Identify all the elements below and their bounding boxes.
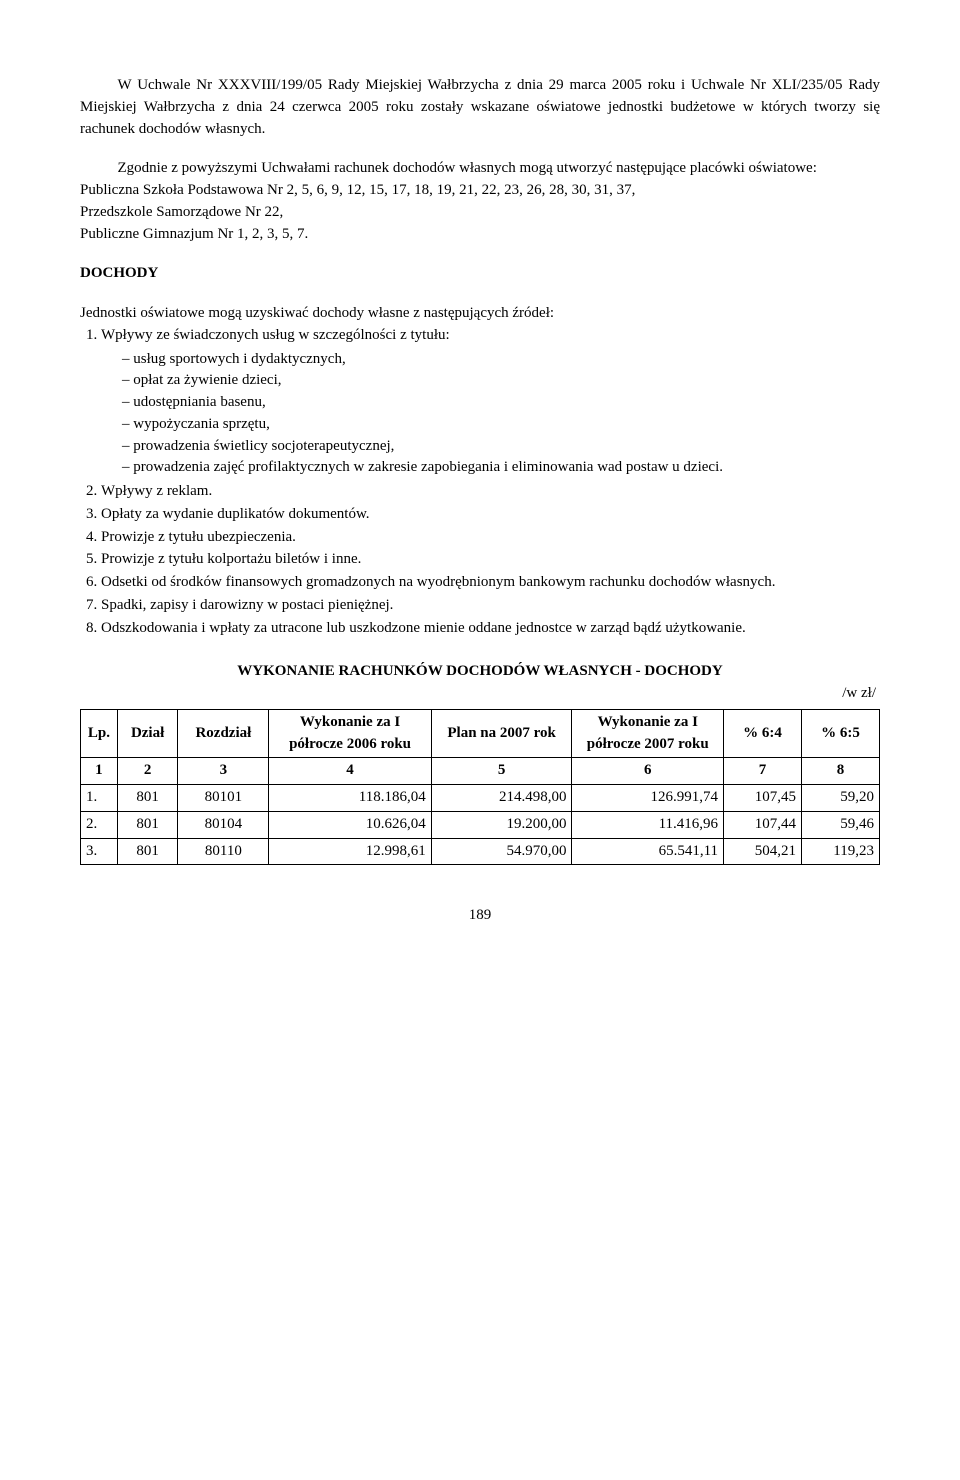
table-cell: 504,21 bbox=[724, 838, 802, 865]
list-item: udostępniania basenu, bbox=[122, 392, 880, 414]
page-number: 189 bbox=[80, 905, 880, 927]
dochody-heading: DOCHODY bbox=[80, 263, 880, 285]
list-item: Prowizje z tytułu kolportażu biletów i i… bbox=[101, 549, 880, 571]
col-num: 4 bbox=[269, 758, 431, 785]
col-dzial: Dział bbox=[117, 709, 178, 758]
list-item: Odszkodowania i wpłaty za utracone lub u… bbox=[101, 618, 880, 640]
col-num: 6 bbox=[572, 758, 724, 785]
table-cell: 118.186,04 bbox=[269, 785, 431, 812]
list-item: prowadzenia zajęć profilaktycznych w zak… bbox=[122, 457, 880, 479]
school-line-2: Przedszkole Samorządowe Nr 22, bbox=[80, 202, 880, 224]
list-item-label: Wpływy ze świadczonych usług w szczególn… bbox=[101, 327, 450, 343]
dochody-intro: Jednostki oświatowe mogą uzyskiwać docho… bbox=[80, 303, 880, 325]
list-item: Spadki, zapisy i darowizny w postaci pie… bbox=[101, 595, 880, 617]
list-item: Wpływy z reklam. bbox=[101, 481, 880, 503]
col-num: 1 bbox=[81, 758, 118, 785]
table-cell: 214.498,00 bbox=[431, 785, 572, 812]
col-num: 8 bbox=[801, 758, 879, 785]
list-item: usług sportowych i dydaktycznych, bbox=[122, 349, 880, 371]
col-num: 5 bbox=[431, 758, 572, 785]
list-item: wypożyczania sprzętu, bbox=[122, 414, 880, 436]
col-pct-65: % 6:5 bbox=[801, 709, 879, 758]
col-num: 7 bbox=[724, 758, 802, 785]
col-num: 2 bbox=[117, 758, 178, 785]
col-wyk-2006: Wykonanie za I półrocze 2006 roku bbox=[269, 709, 431, 758]
table-header-row: Lp. Dział Rozdział Wykonanie za I półroc… bbox=[81, 709, 880, 758]
currency-note: /w zł/ bbox=[80, 683, 880, 705]
table-cell: 11.416,96 bbox=[572, 811, 724, 838]
table-cell: 801 bbox=[117, 785, 178, 812]
table-cell: 19.200,00 bbox=[431, 811, 572, 838]
school-line-1: Publiczna Szkoła Podstawowa Nr 2, 5, 6, … bbox=[80, 180, 880, 202]
table-cell: 801 bbox=[117, 838, 178, 865]
income-table: Lp. Dział Rozdział Wykonanie za I półroc… bbox=[80, 709, 880, 866]
col-num: 3 bbox=[178, 758, 269, 785]
intro-paragraph-2-lead: Zgodnie z powyższymi Uchwałami rachunek … bbox=[80, 158, 880, 180]
col-lp: Lp. bbox=[81, 709, 118, 758]
table-index-row: 1 2 3 4 5 6 7 8 bbox=[81, 758, 880, 785]
table-cell: 107,45 bbox=[724, 785, 802, 812]
list-item: prowadzenia świetlicy socjoterapeutyczne… bbox=[122, 436, 880, 458]
school-line-3: Publiczne Gimnazjum Nr 1, 2, 3, 5, 7. bbox=[80, 224, 880, 246]
income-list: Wpływy ze świadczonych usług w szczególn… bbox=[80, 325, 880, 640]
col-pct-64: % 6:4 bbox=[724, 709, 802, 758]
table-row: 1.80180101118.186,04214.498,00126.991,74… bbox=[81, 785, 880, 812]
table-cell: 80101 bbox=[178, 785, 269, 812]
table-row: 3.8018011012.998,6154.970,0065.541,11504… bbox=[81, 838, 880, 865]
table-cell: 119,23 bbox=[801, 838, 879, 865]
table-cell: 65.541,11 bbox=[572, 838, 724, 865]
list-item: Wpływy ze świadczonych usług w szczególn… bbox=[101, 325, 880, 479]
table-cell: 1. bbox=[81, 785, 118, 812]
table-cell: 801 bbox=[117, 811, 178, 838]
table-cell: 2. bbox=[81, 811, 118, 838]
table-cell: 80104 bbox=[178, 811, 269, 838]
list-item: Opłaty za wydanie duplikatów dokumentów. bbox=[101, 504, 880, 526]
table-cell: 59,46 bbox=[801, 811, 879, 838]
col-rozdzial: Rozdział bbox=[178, 709, 269, 758]
table-row: 2.8018010410.626,0419.200,0011.416,96107… bbox=[81, 811, 880, 838]
col-wyk-2007: Wykonanie za I półrocze 2007 roku bbox=[572, 709, 724, 758]
table-cell: 54.970,00 bbox=[431, 838, 572, 865]
sub-list: usług sportowych i dydaktycznych, opłat … bbox=[101, 349, 880, 480]
table-title: WYKONANIE RACHUNKÓW DOCHODÓW WŁASNYCH - … bbox=[80, 661, 880, 683]
table-cell: 80110 bbox=[178, 838, 269, 865]
intro-paragraph-1: W Uchwale Nr XXXVIII/199/05 Rady Miejski… bbox=[80, 75, 880, 140]
table-cell: 126.991,74 bbox=[572, 785, 724, 812]
list-item: opłat za żywienie dzieci, bbox=[122, 370, 880, 392]
col-plan-2007: Plan na 2007 rok bbox=[431, 709, 572, 758]
table-cell: 12.998,61 bbox=[269, 838, 431, 865]
list-item: Prowizje z tytułu ubezpieczenia. bbox=[101, 527, 880, 549]
table-cell: 107,44 bbox=[724, 811, 802, 838]
table-cell: 59,20 bbox=[801, 785, 879, 812]
table-cell: 10.626,04 bbox=[269, 811, 431, 838]
table-cell: 3. bbox=[81, 838, 118, 865]
list-item: Odsetki od środków finansowych gromadzon… bbox=[101, 572, 880, 594]
